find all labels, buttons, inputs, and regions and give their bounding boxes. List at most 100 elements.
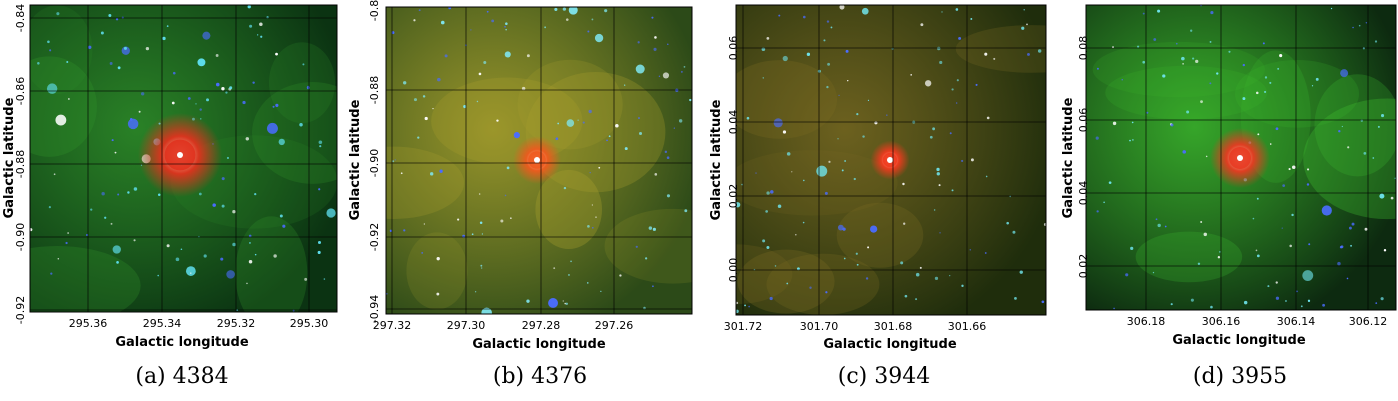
star: [766, 245, 770, 249]
star: [504, 51, 511, 58]
star: [664, 150, 668, 154]
star: [562, 7, 567, 11]
star: [1380, 297, 1384, 301]
star: [476, 100, 479, 103]
star: [582, 121, 585, 124]
star: [654, 36, 657, 39]
star: [317, 250, 321, 254]
star: [133, 239, 136, 242]
star: [678, 119, 683, 123]
star: [117, 193, 120, 196]
panel-d-x-axis-label: Galactic longitude: [1172, 333, 1305, 348]
star: [299, 122, 303, 127]
star: [504, 194, 507, 197]
star: [232, 242, 236, 247]
star: [318, 188, 321, 191]
star: [1026, 23, 1028, 26]
star: [215, 54, 219, 57]
star: [394, 159, 396, 161]
star: [275, 52, 278, 56]
star: [955, 8, 959, 11]
star: [1200, 220, 1203, 223]
star: [46, 83, 58, 94]
star: [1216, 72, 1219, 75]
star: [1121, 79, 1123, 81]
star: [1157, 9, 1161, 13]
panel-c-caption: (c) 3944: [837, 364, 931, 389]
star: [566, 119, 575, 127]
star: [1350, 244, 1352, 247]
star: [279, 214, 283, 218]
star: [1264, 76, 1268, 79]
star: [568, 274, 570, 276]
star: [115, 18, 119, 21]
star: [861, 7, 869, 15]
star: [986, 116, 990, 120]
star: [198, 192, 202, 196]
star: [900, 261, 904, 265]
star: [823, 39, 826, 42]
panel-c-grid: [735, 4, 1047, 316]
star: [68, 98, 70, 100]
star: [116, 261, 119, 264]
star: [993, 57, 996, 60]
star: [736, 309, 739, 314]
star: [1275, 281, 1278, 284]
star: [1338, 130, 1341, 133]
star: [1157, 223, 1161, 228]
star: [648, 226, 653, 230]
star: [570, 260, 572, 263]
star: [195, 103, 197, 105]
star: [112, 245, 121, 254]
star: [654, 173, 658, 176]
panel-c-y-tick-label: 0.04: [727, 110, 740, 135]
star: [557, 122, 560, 125]
star: [197, 58, 206, 67]
panel-c-x-tick-label: 301.68: [874, 320, 913, 333]
star: [101, 192, 105, 196]
star: [826, 20, 830, 23]
nebula-cloud: [406, 232, 468, 310]
star: [326, 208, 336, 218]
star: [1242, 97, 1246, 101]
star: [190, 272, 192, 274]
star: [652, 227, 656, 231]
star: [432, 107, 434, 110]
star: [624, 147, 628, 151]
star: [919, 266, 922, 269]
star: [867, 99, 870, 101]
panel-d-x-tick-label: 306.14: [1277, 315, 1316, 328]
star: [1006, 221, 1010, 225]
star: [138, 110, 141, 113]
star: [187, 97, 191, 100]
star: [736, 301, 739, 305]
star: [1321, 205, 1332, 216]
star: [1279, 54, 1283, 58]
star: [306, 86, 310, 90]
star: [1262, 42, 1265, 45]
star: [1209, 40, 1212, 43]
star: [638, 117, 640, 119]
star: [816, 165, 828, 177]
star: [392, 160, 395, 163]
panel-c-image: [736, 5, 1046, 315]
star: [437, 77, 441, 82]
star: [936, 167, 940, 172]
star: [847, 80, 849, 82]
star: [1095, 136, 1099, 140]
panel-a-x-tick-label: 295.30: [290, 317, 329, 330]
star: [587, 30, 590, 33]
star: [206, 98, 209, 102]
star: [1137, 45, 1140, 48]
star: [924, 80, 932, 87]
star: [1288, 167, 1291, 171]
star: [37, 62, 40, 65]
panel-c-x-tick-label: 301.72: [724, 320, 763, 333]
star: [588, 109, 592, 114]
star: [929, 135, 933, 139]
panel-a-central-star: [177, 152, 183, 158]
star: [1132, 139, 1134, 141]
star: [400, 172, 403, 175]
nebula-cloud: [1135, 231, 1243, 283]
star: [748, 305, 750, 308]
